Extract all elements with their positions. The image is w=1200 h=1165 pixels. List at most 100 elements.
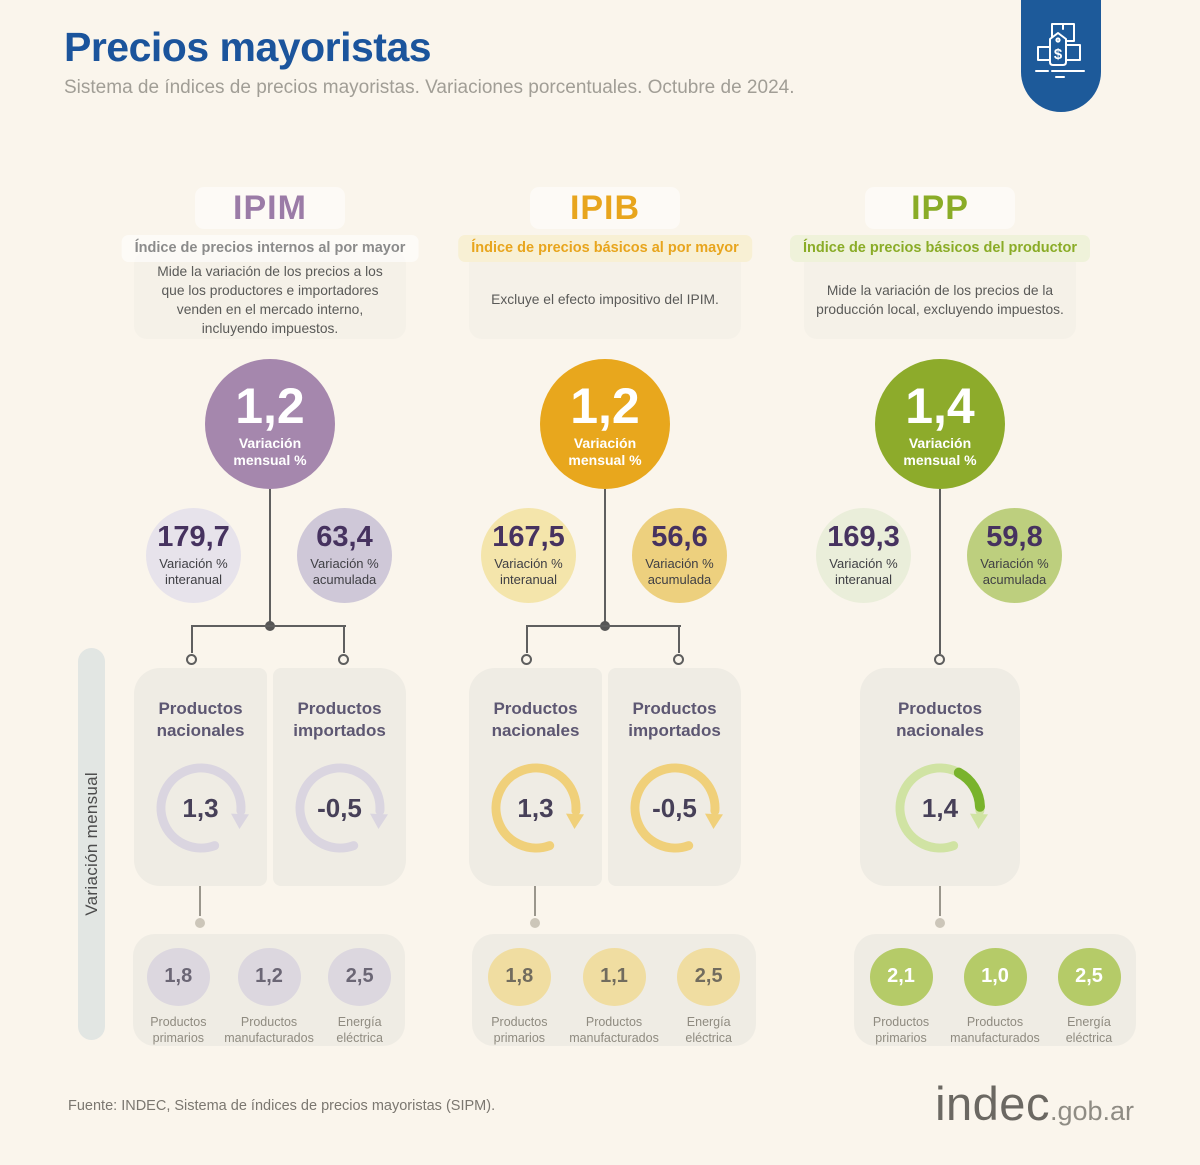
breakdown-box: 1,8 Productos primarios 1,2 Productos ma…: [133, 934, 405, 1046]
product-label-line1: Productos: [493, 699, 578, 718]
breakdown-label-line2: primarios: [152, 1030, 205, 1045]
breakdown-value: 1,8: [146, 948, 210, 1006]
accumulated-label-line2: acumulada: [982, 572, 1047, 587]
cycle-arrow-icon: [491, 763, 584, 853]
connector-endpoint: [521, 654, 532, 665]
connector-endpoint: [934, 654, 945, 665]
breakdown-label: Energía eléctrica: [1066, 1014, 1113, 1047]
accumulated-label-line2: acumulada: [647, 572, 712, 587]
monthly-label-line1: Variación: [908, 435, 972, 452]
breakdown-item-manufacturados: 1,0 Productos manufacturados: [948, 948, 1042, 1046]
breakdown-item-primarios: 1,8 Productos primarios: [472, 948, 567, 1046]
connector-line: [269, 489, 271, 625]
breakdown-label-line2: manufacturados: [569, 1030, 659, 1045]
monthly-variation-circle: 1,4 Variación mensual %: [875, 359, 1005, 489]
column-subtitle: Índice de precios internos al por mayor: [121, 235, 419, 262]
interannual-label-line1: Variación %: [494, 556, 563, 572]
breakdown-label: Productos primarios: [491, 1014, 547, 1047]
connector-line: [678, 625, 680, 653]
connector-dot: [530, 918, 540, 928]
breakdown-label-line1: Productos: [491, 1014, 548, 1029]
breakdown-label: Energía eléctrica: [685, 1014, 732, 1047]
monthly-variation-label: Variación mensual %: [233, 435, 306, 469]
breakdown-label-line1: Productos: [966, 1014, 1024, 1029]
accumulated-label: Variación % acumulada: [310, 556, 378, 588]
accumulated-value: 56,6: [651, 521, 708, 554]
interannual-label-line2: interanual: [164, 572, 223, 587]
interannual-label-line1: Variación %: [159, 556, 228, 572]
column-description: Excluye el efecto impositivo del IPIM.: [469, 251, 741, 339]
product-label-line2: importados: [628, 721, 721, 741]
column-title-background: [530, 187, 680, 229]
breakdown-value: 2,5: [1057, 948, 1121, 1006]
product-label: Productos importados: [293, 698, 386, 742]
column-description: Mide la variación de los precios a los q…: [134, 251, 406, 339]
breakdown-label: Productos primarios: [873, 1014, 929, 1047]
breakdown-label-line2: eléctrica: [685, 1030, 732, 1045]
accumulated-value: 63,4: [316, 521, 373, 554]
monthly-variation-label: Variación mensual %: [903, 435, 976, 469]
product-value-ring: -0,5: [286, 754, 394, 862]
connector-endpoint: [338, 654, 349, 665]
column-title: IPIM: [233, 189, 307, 227]
column-title: IPP: [911, 189, 969, 227]
connector-dot: [195, 918, 205, 928]
product-value-ring: 1,3: [147, 754, 255, 862]
product-label-line1: Productos: [297, 699, 382, 718]
svg-text:$: $: [1054, 46, 1063, 63]
product-value: 1,4: [921, 792, 959, 823]
breakdown-label-line2: manufacturados: [950, 1030, 1040, 1045]
product-label: Productos importados: [628, 698, 721, 742]
connector-endpoint: [673, 654, 684, 665]
column-ipib: IPIB Índice de precios básicos al por ma…: [445, 185, 765, 1065]
monthly-variation-value: 1,2: [570, 378, 640, 435]
accumulated-label-line1: Variación %: [980, 556, 1049, 572]
products-nacionales-panel: Productos nacionales 1,3: [134, 668, 267, 886]
breakdown-item-manufacturados: 1,1 Productos manufacturados: [567, 948, 662, 1046]
breakdown-value: 1,0: [963, 948, 1027, 1006]
column-ipim: IPIM Índice de precios internos al por m…: [110, 185, 430, 1065]
breakdown-label-line1: Productos: [240, 1014, 298, 1029]
product-label: Productos nacionales: [896, 698, 984, 742]
connector-line: [604, 489, 606, 625]
product-label: Productos nacionales: [492, 698, 580, 742]
breakdown-value: 2,5: [328, 948, 392, 1006]
monthly-variation-value: 1,2: [235, 378, 305, 435]
price-tag-boxes-icon: $: [1035, 23, 1085, 78]
connector-line: [939, 489, 941, 654]
product-label-line2: nacionales: [491, 721, 580, 741]
breakdown-value: 1,1: [582, 948, 646, 1006]
interannual-value: 167,5: [492, 521, 565, 554]
product-label-line1: Productos: [158, 699, 243, 718]
interannual-label-line1: Variación %: [829, 556, 898, 572]
breakdown-item-manufacturados: 1,2 Productos manufacturados: [224, 948, 315, 1046]
product-value-ring: -0,5: [621, 754, 729, 862]
products-nacionales-panel: Productos nacionales 1,3: [469, 668, 602, 886]
accumulated-value: 59,8: [986, 521, 1043, 554]
interannual-value: 169,3: [827, 521, 900, 554]
interannual-label-line2: interanual: [499, 572, 558, 587]
monthly-label-line2: mensual %: [903, 452, 977, 468]
cycle-arrow-icon: [895, 763, 988, 854]
cycle-arrow-icon: [295, 763, 388, 853]
product-label: Productos nacionales: [157, 698, 245, 742]
breakdown-label-line2: eléctrica: [336, 1030, 383, 1045]
breakdown-label: Productos manufacturados: [569, 1014, 659, 1047]
products-box: Productos nacionales 1,4: [860, 668, 1020, 886]
breakdown-item-energia: 2,5 Energía eléctrica: [661, 948, 756, 1046]
column-title-background: [865, 187, 1015, 229]
header-badge: $: [1021, 0, 1101, 112]
products-nacionales-panel: Productos nacionales 1,4: [860, 668, 1020, 886]
interannual-value: 179,7: [157, 521, 230, 554]
column-title-background: [195, 187, 345, 229]
column-description: Mide la variación de los precios de la p…: [804, 251, 1076, 339]
product-label-line1: Productos: [897, 699, 983, 718]
connector-line: [191, 625, 193, 653]
breakdown-label-line1: Energía: [686, 1014, 731, 1029]
page-subtitle: Sistema de índices de precios mayoristas…: [64, 77, 795, 98]
products-box: Productos nacionales 1,3 Productos impor…: [469, 668, 741, 886]
monthly-variation-circle: 1,2 Variación mensual %: [205, 359, 335, 489]
breakdown-label: Energía eléctrica: [336, 1014, 383, 1047]
accumulated-variation-circle: 63,4 Variación % acumulada: [297, 508, 392, 603]
indec-logo-text: indec: [935, 1077, 1050, 1130]
